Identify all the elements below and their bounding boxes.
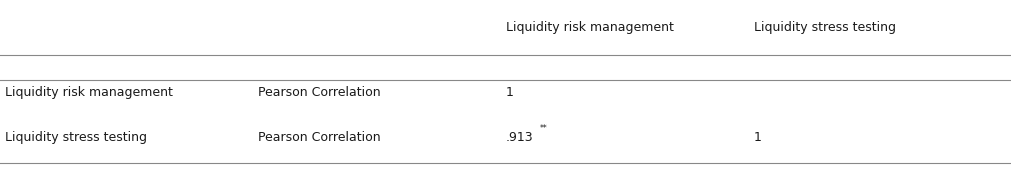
Text: **: ** — [539, 124, 547, 133]
Text: 1: 1 — [506, 86, 514, 99]
Text: Pearson Correlation: Pearson Correlation — [258, 131, 380, 144]
Text: Liquidity risk management: Liquidity risk management — [506, 21, 673, 34]
Text: Liquidity stress testing: Liquidity stress testing — [5, 131, 147, 144]
Text: .913: .913 — [506, 131, 533, 144]
Text: Pearson Correlation: Pearson Correlation — [258, 86, 380, 99]
Text: Liquidity stress testing: Liquidity stress testing — [753, 21, 895, 34]
Text: Liquidity risk management: Liquidity risk management — [5, 86, 173, 99]
Text: 1: 1 — [753, 131, 761, 144]
